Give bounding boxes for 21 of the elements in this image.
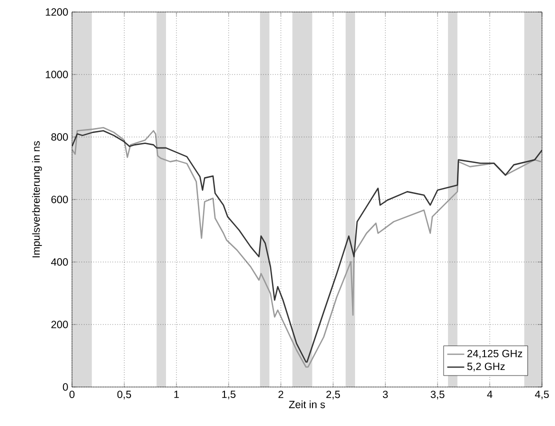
- y-tick-label: 600: [51, 196, 68, 204]
- x-tick-label: 4: [487, 390, 492, 398]
- x-tick-label: 0: [70, 390, 74, 398]
- y-tick-label: 800: [51, 133, 68, 141]
- y-tick-label: 200: [51, 320, 68, 328]
- y-tick-label: 400: [51, 258, 68, 266]
- x-tick-label: 2,5: [326, 390, 340, 400]
- y-tick-label: 1000: [46, 70, 68, 78]
- x-tick-label: 4,5: [534, 390, 549, 400]
- x-tick-label: 2: [278, 390, 284, 398]
- x-tick-label: 3: [382, 390, 388, 398]
- y-axis-title: Impulsverbreiterung in ns: [32, 141, 42, 258]
- x-tick-label: 1,5: [222, 390, 236, 400]
- x-tick-label: 3,5: [430, 390, 444, 400]
- legend-label: 24,125 GHz: [467, 350, 522, 358]
- y-tick-label: 1200: [46, 8, 68, 16]
- x-tick-label: 0,5: [117, 390, 132, 400]
- y-tick-label: 0: [62, 383, 68, 391]
- legend-label: 5,2 GHz: [467, 362, 505, 372]
- x-axis-title: Zeit in s: [289, 400, 325, 408]
- x-tick-label: 1: [174, 390, 179, 398]
